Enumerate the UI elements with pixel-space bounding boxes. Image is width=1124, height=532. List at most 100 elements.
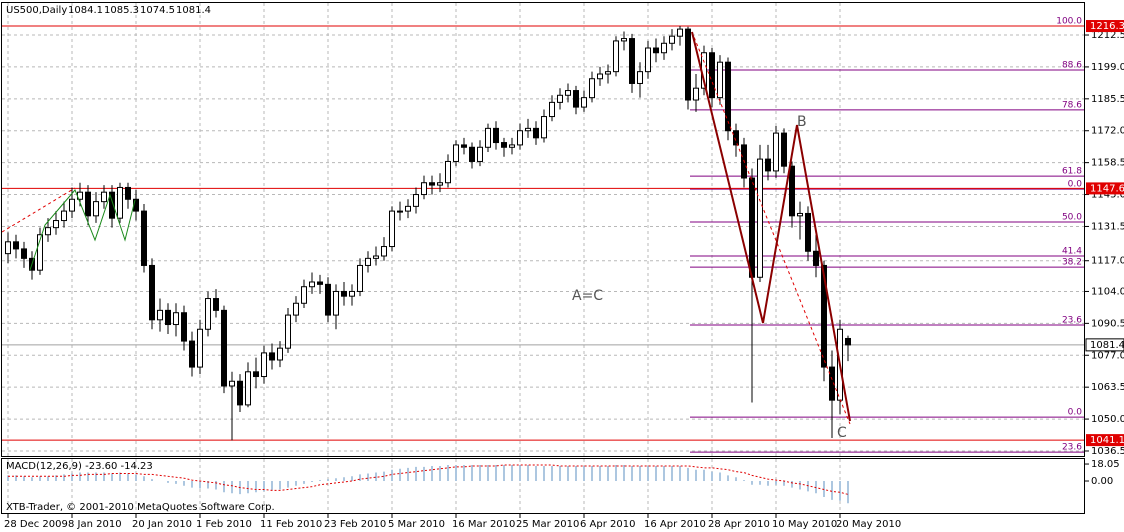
current-price-box	[1085, 338, 1124, 352]
candle-body	[213, 298, 219, 311]
y-tick-label: 1036.5	[1091, 446, 1124, 457]
x-tick-label: 6 Apr 2010	[580, 519, 635, 530]
candle-body	[845, 337, 851, 346]
trend-line	[691, 31, 851, 425]
candle-body	[421, 182, 427, 196]
candle-body	[53, 220, 59, 229]
candle-body	[221, 309, 227, 387]
candle-body	[205, 298, 211, 330]
candle-body	[749, 177, 755, 278]
candle-body	[509, 144, 515, 148]
price-label-box	[1086, 182, 1124, 195]
candle-body	[37, 234, 43, 271]
y-tick-label: 1212.5	[1091, 30, 1124, 41]
candle-body	[365, 257, 371, 266]
candle-body	[629, 38, 635, 84]
candle-body	[293, 302, 299, 316]
candle-body	[61, 210, 67, 222]
candle-body	[13, 241, 19, 250]
candle-body	[437, 182, 443, 186]
candle-body	[389, 210, 395, 248]
candle-body	[301, 286, 307, 304]
candle-body	[349, 290, 355, 297]
y-tick-label: 1063.5	[1091, 382, 1124, 393]
candle-body	[405, 205, 411, 212]
x-tick-label: 1 Feb 2010	[196, 519, 252, 530]
candle-body	[637, 71, 643, 84]
candle-body	[285, 314, 291, 349]
candle-body	[829, 366, 835, 401]
candle-body	[117, 186, 123, 219]
macd-title: MACD(12,26,9) -23.60 -14.23	[6, 461, 153, 472]
fib-label: 0.0	[1068, 408, 1083, 418]
candle-body	[173, 312, 179, 326]
annotation: B	[797, 114, 807, 130]
candle-body	[229, 380, 235, 387]
fib-label: 38.2	[1062, 258, 1082, 268]
candle-body	[605, 71, 611, 75]
candle-body	[485, 127, 491, 148]
x-tick-label: 25 Mar 2010	[516, 519, 579, 530]
candle-body	[725, 61, 731, 132]
candle-body	[45, 227, 51, 236]
x-tick-label: 5 Mar 2010	[388, 519, 445, 530]
x-tick-label: 28 Apr 2010	[708, 519, 770, 530]
candle-body	[645, 47, 651, 73]
candle-body	[237, 380, 243, 406]
trend-line	[29, 189, 136, 271]
candle-body	[669, 35, 675, 44]
x-tick-label: 8 Jan 2010	[68, 519, 122, 530]
candle-body	[533, 127, 539, 139]
candle-body	[341, 290, 347, 297]
candle-body	[621, 38, 627, 42]
y-tick-label: 1199.0	[1091, 62, 1124, 73]
candle-body	[445, 160, 451, 184]
candle-body	[125, 186, 131, 200]
x-tick-label: 16 Apr 2010	[644, 519, 706, 530]
header-low: 1074.5	[140, 5, 175, 16]
candle-body	[469, 146, 475, 162]
candle-body	[757, 158, 763, 278]
candle-body	[541, 116, 547, 139]
candle-body	[693, 87, 699, 101]
candle-body	[429, 182, 435, 186]
candle-body	[373, 255, 379, 259]
candle-body	[325, 283, 331, 316]
candle-body	[261, 352, 267, 378]
candle-body	[565, 90, 571, 96]
y-tick-label: 1077.0	[1091, 350, 1124, 361]
candle-body	[317, 281, 323, 285]
price-label: 1041.1	[1090, 435, 1124, 446]
price-label: 1216.3	[1090, 21, 1124, 32]
fib-label: 88.6	[1062, 60, 1082, 70]
candle-body	[157, 309, 163, 321]
candle-body	[357, 264, 363, 292]
candle-body	[109, 191, 115, 219]
y-tick-label: 1090.5	[1091, 318, 1124, 329]
candle-body	[557, 94, 563, 103]
y-tick-label: 1050.0	[1091, 414, 1124, 425]
fib-label: 50.0	[1062, 212, 1082, 222]
y-tick-label: 1172.0	[1091, 126, 1124, 137]
fib-label: 100.0	[1056, 17, 1082, 27]
annotation: C	[837, 425, 847, 441]
candle-body	[765, 158, 771, 172]
price-label-box	[1086, 434, 1124, 447]
candle-body	[581, 97, 587, 108]
x-tick-label: 16 Mar 2010	[452, 519, 515, 530]
candle-body	[709, 52, 715, 99]
y-tick-label: 1158.5	[1091, 158, 1124, 169]
candle-body	[453, 144, 459, 162]
main-frame	[1, 2, 1085, 457]
candle-body	[717, 61, 723, 99]
candle-body	[661, 42, 667, 54]
candle-body	[141, 210, 147, 266]
footer: XTB-Trader, © 2001-2010 MetaQuotes Softw…	[6, 502, 275, 513]
header-close: 1081.4	[176, 5, 211, 16]
candle-body	[397, 210, 403, 213]
candle-body	[573, 90, 579, 108]
candle-body	[165, 309, 171, 326]
x-tick-label: 28 Dec 2009	[4, 519, 68, 530]
